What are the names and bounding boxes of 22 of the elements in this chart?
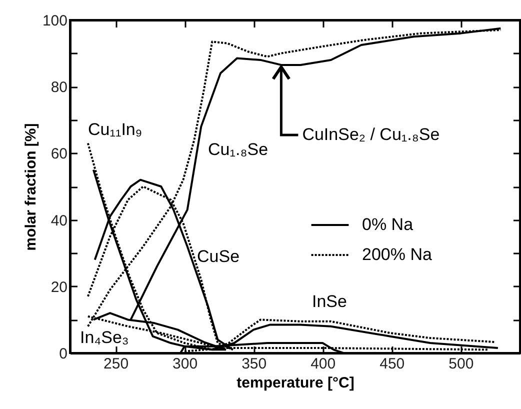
annotation: In₄Se₃ [80,328,129,347]
y-tick-label: 100 [42,12,68,30]
x-axis-title: temperature [°C] [236,374,354,392]
annotation: Cu₁.₈Se [208,140,268,159]
x-tick-label: 400 [310,356,336,372]
legend-label: 0% Na [362,215,414,234]
y-tick-label: 20 [50,278,68,296]
y-tick-label: 80 [50,79,68,96]
legend-label: 200% Na [362,245,432,264]
y-axis-title: molar fraction [%] [22,123,40,251]
x-tick-label: 500 [448,356,474,372]
y-tick-label: 0 [59,346,68,362]
annotation: Cu₁₁In₉ [88,120,142,139]
x-tick-label: 350 [242,356,267,372]
x-tick-label: 300 [172,356,198,372]
y-tick-label: 40 [50,212,68,230]
x-tick-label: 250 [104,356,129,372]
x-tick-label: 450 [380,356,405,372]
annotation: InSe [312,292,347,311]
annotation: CuInSe₂ / Cu₁.₈Se [302,124,440,144]
y-tick-label: 60 [50,146,68,163]
annotation: CuSe [197,247,240,266]
